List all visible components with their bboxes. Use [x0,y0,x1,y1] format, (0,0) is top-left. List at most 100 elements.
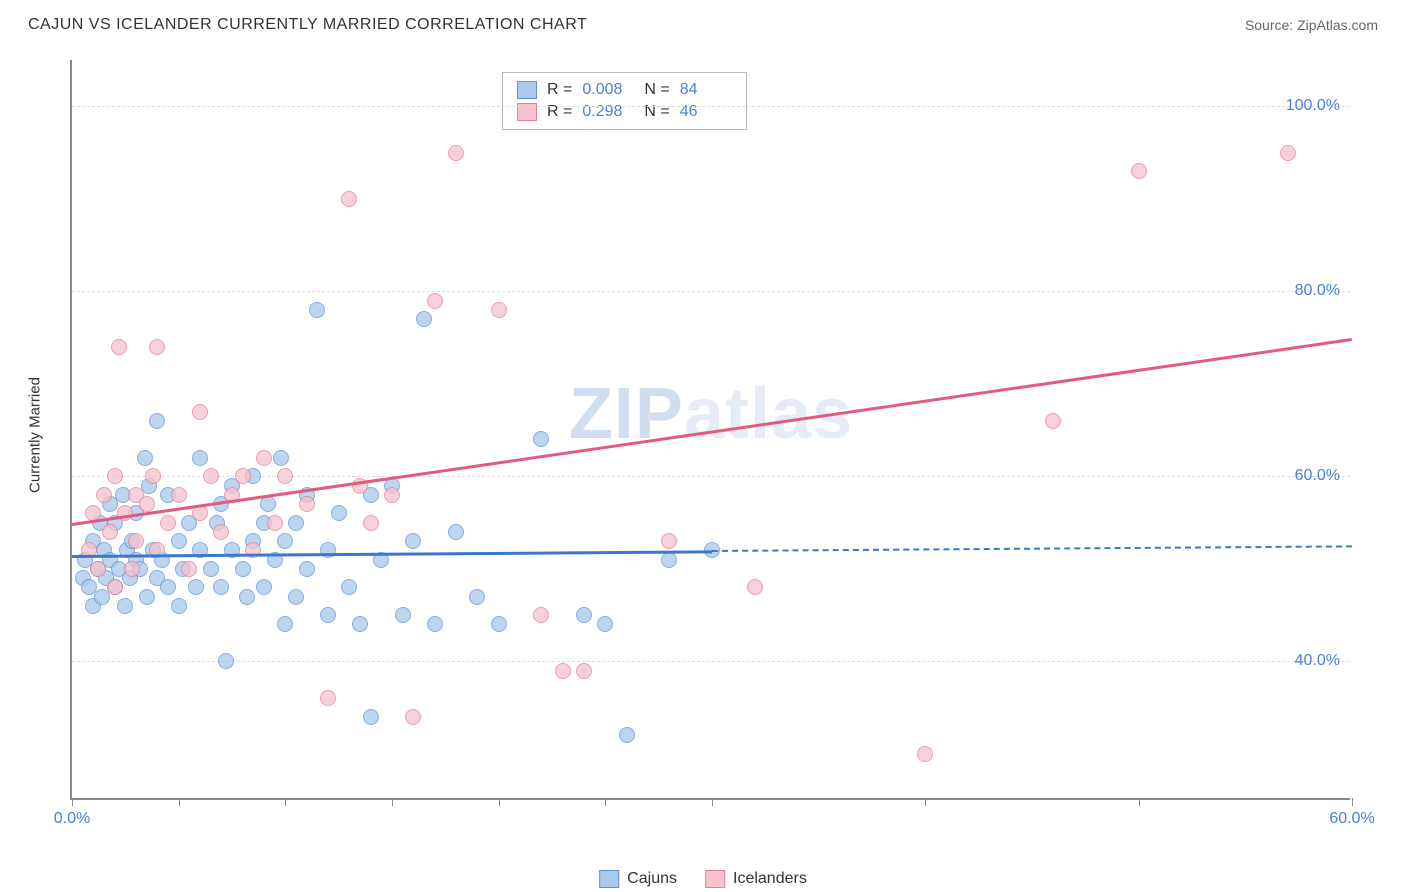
data-point [405,709,421,725]
data-point [320,542,336,558]
data-point [107,468,123,484]
data-point [320,607,336,623]
data-point [619,727,635,743]
data-point [384,487,400,503]
data-point [288,515,304,531]
plot-area: ZIPatlas R = 0.008 N = 84 R =0.298N =46 40.0… [70,60,1350,800]
data-point [661,533,677,549]
data-point [309,302,325,318]
data-point [1131,163,1147,179]
legend-swatch [599,870,619,888]
data-point [218,653,234,669]
data-point [117,505,133,521]
x-tick-label: 60.0% [1329,810,1374,828]
chart-title: CAJUN VS ICELANDER CURRENTLY MARRIED COR… [28,16,587,34]
data-point [427,293,443,309]
x-tick [499,798,500,806]
data-point [363,709,379,725]
data-point [299,496,315,512]
trend-line [72,550,712,557]
x-tick [392,798,393,806]
legend-label: Icelanders [733,870,807,888]
data-point [288,589,304,605]
gridline [72,291,1350,292]
stats-row: R =0.298N =46 [517,101,732,123]
data-point [469,589,485,605]
trend-line [712,546,1352,553]
chart-container: Currently Married ZIPatlas R =0.008N =84… [50,50,1380,820]
data-point [192,450,208,466]
legend-item: Icelanders [705,870,807,888]
data-point [149,413,165,429]
x-tick [285,798,286,806]
data-point [90,561,106,577]
data-point [1045,413,1061,429]
data-point [533,607,549,623]
data-point [341,191,357,207]
y-tick-label: 60.0% [1295,467,1340,485]
data-point [331,505,347,521]
data-point [273,450,289,466]
data-point [256,579,272,595]
data-point [139,589,155,605]
data-point [124,561,140,577]
data-point [277,468,293,484]
x-tick [605,798,606,806]
series-swatch [517,81,537,99]
data-point [448,145,464,161]
legend: Cajuns Icelanders [599,870,807,888]
stats-row: R = 0.008 N = 84 [517,79,732,101]
x-tick [925,798,926,806]
data-point [277,533,293,549]
data-point [576,607,592,623]
data-point [137,450,153,466]
legend-item: Cajuns [599,870,677,888]
data-point [139,496,155,512]
data-point [363,515,379,531]
data-point [576,663,592,679]
r-label: R = [547,81,572,99]
n-value: 84 [680,81,732,99]
trend-line [72,338,1352,525]
x-tick [179,798,180,806]
data-point [235,468,251,484]
x-tick [1139,798,1140,806]
data-point [203,468,219,484]
data-point [171,598,187,614]
data-point [661,552,677,568]
n-label: N = [644,81,669,99]
data-point [341,579,357,595]
data-point [747,579,763,595]
y-tick-label: 40.0% [1295,652,1340,670]
y-axis-label: Currently Married [27,377,44,493]
data-point [405,533,421,549]
legend-label: Cajuns [627,870,677,888]
data-point [352,616,368,632]
x-tick-label: 0.0% [54,810,90,828]
r-value: 0.008 [582,81,634,99]
watermark: ZIPatlas [569,373,853,455]
data-point [239,589,255,605]
correlation-stats-box: R = 0.008 N = 84 R =0.298N =46 [502,72,747,130]
data-point [235,561,251,577]
legend-swatch [705,870,725,888]
data-point [181,561,197,577]
data-point [213,524,229,540]
x-tick [1352,798,1353,806]
data-point [102,524,118,540]
x-tick [712,798,713,806]
data-point [128,533,144,549]
data-point [107,579,123,595]
y-tick-label: 80.0% [1295,282,1340,300]
data-point [256,450,272,466]
data-point [395,607,411,623]
data-point [111,339,127,355]
data-point [171,487,187,503]
data-point [117,598,133,614]
x-tick [72,798,73,806]
data-point [203,561,219,577]
data-point [533,431,549,447]
data-point [96,487,112,503]
data-point [491,302,507,318]
data-point [917,746,933,762]
